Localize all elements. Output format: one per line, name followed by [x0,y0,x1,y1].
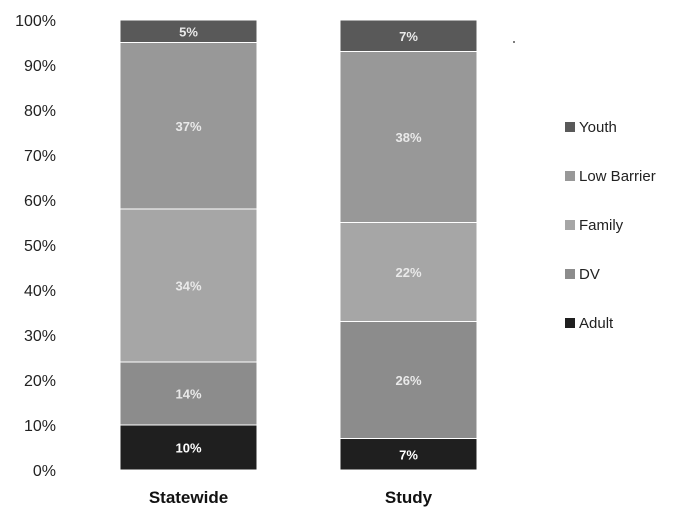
legend-swatch [565,220,575,230]
data-label: 7% [399,447,418,462]
y-tick-label: 90% [24,58,56,75]
bar-segment [119,19,258,43]
data-label: 10% [175,441,201,456]
data-label: 14% [175,387,201,402]
legend: Youth Low Barrier Family DV Adult [513,41,656,332]
bar-segment [119,361,258,426]
bar-segment [119,42,258,210]
data-label: 26% [395,373,421,388]
bar-segment [339,222,478,322]
y-tick-label: 70% [24,148,56,165]
dot-mark [513,41,515,43]
bars: 10% 14% 34% 37% 5% 7% 26% 22% 38% 7% [119,19,478,471]
bar-segment [339,438,478,471]
bar-segment [119,424,258,471]
legend-label: Adult [579,315,614,332]
y-tick-label: 20% [24,373,56,390]
y-tick-label: 10% [24,418,56,435]
legend-label: Low Barrier [579,168,656,185]
legend-swatch [565,269,575,279]
legend-swatch [565,318,575,328]
y-tick-label: 50% [24,238,56,255]
legend-label: Youth [579,119,617,136]
x-axis: Statewide Study [149,488,433,507]
bar-segment [339,321,478,439]
bar-segment [339,51,478,223]
y-tick-label: 30% [24,328,56,345]
y-tick-label: 80% [24,103,56,120]
data-label: 37% [175,119,201,134]
bar-segment [339,19,478,52]
y-tick-label: 0% [33,463,56,480]
x-category-label: Statewide [149,488,228,507]
legend-swatch [565,171,575,181]
y-tick-label: 100% [15,13,56,30]
y-tick-label: 40% [24,283,56,300]
data-label: 34% [175,279,201,294]
legend-swatch [565,122,575,132]
data-label: 7% [399,29,418,44]
legend-label: Family [579,217,624,234]
data-label: 38% [395,130,421,145]
legend-label: DV [579,266,600,283]
y-tick-label: 60% [24,193,56,210]
x-category-label: Study [385,488,433,507]
data-label: 5% [179,24,198,39]
y-axis: 0% 10% 20% 30% 40% 50% 60% 70% 80% 90% 100% [15,13,56,480]
data-label: 22% [395,265,421,280]
